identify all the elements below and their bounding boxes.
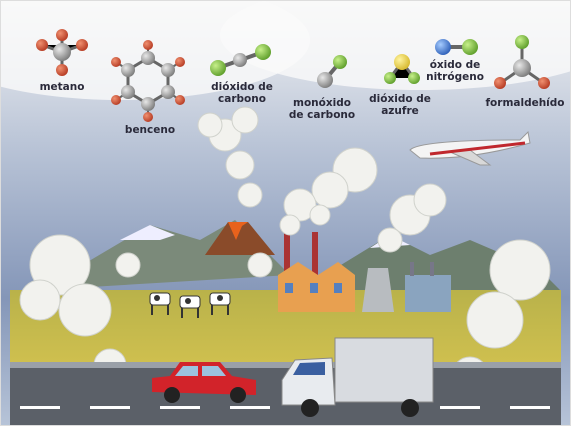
power-plant (405, 275, 451, 312)
window (285, 283, 293, 293)
label-line: nitrógeno (426, 71, 484, 83)
scene: metanobencenodióxido decarbonomonóxidode… (0, 0, 571, 426)
label-line: monóxido (293, 97, 351, 109)
window (310, 283, 318, 293)
label-line: óxido de (430, 59, 481, 71)
label-line: de carbono (289, 109, 355, 121)
label-line: dióxido de (211, 81, 273, 93)
window (334, 283, 342, 293)
label-line: carbono (218, 93, 266, 105)
label-line: metano (40, 81, 85, 93)
molecule-label: metano (40, 81, 85, 93)
label-line: formaldehído (485, 97, 564, 109)
label-line: benceno (125, 124, 175, 136)
label-line: dióxido de (369, 93, 431, 105)
chimney (430, 262, 434, 276)
label-line: azufre (381, 105, 419, 117)
chimney (410, 262, 414, 276)
molecule-label: formaldehído (485, 97, 564, 109)
molecule-label: benceno (125, 124, 175, 136)
curb (10, 362, 561, 368)
